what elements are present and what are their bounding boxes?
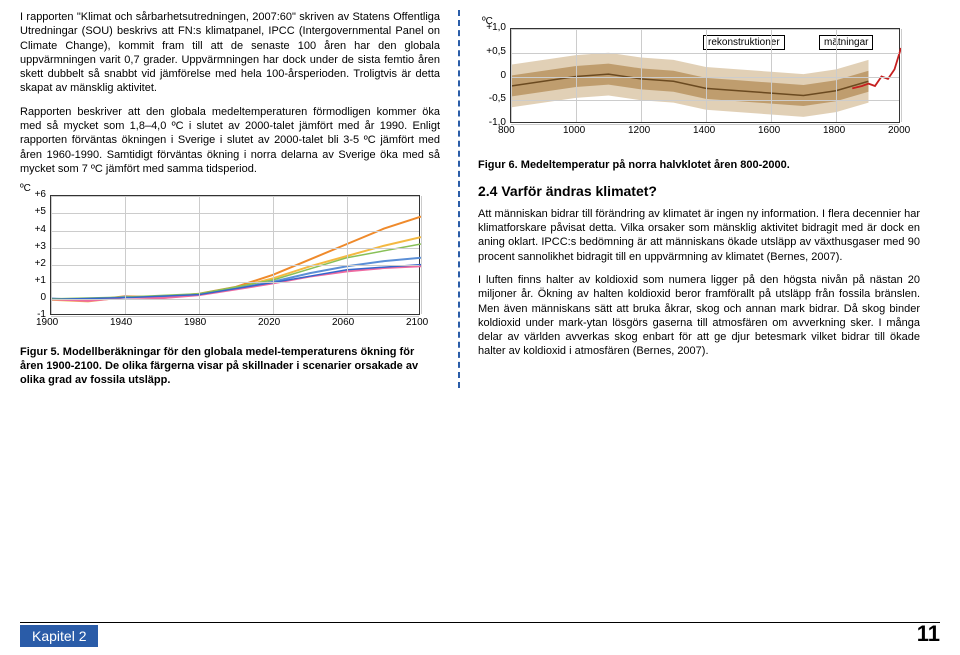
fig6-xtick: 1600 xyxy=(758,125,780,136)
fig6-ytick: 0 xyxy=(478,70,506,81)
fig5-xtick: 2060 xyxy=(332,317,354,328)
page-number: 11 xyxy=(917,621,940,647)
fig5-ytick: +5 xyxy=(20,206,46,217)
fig6-xtick: 1400 xyxy=(693,125,715,136)
fig5-xtick: 2020 xyxy=(258,317,280,328)
legend-obs: mätningar xyxy=(819,35,873,50)
chapter-tab: Kapitel 2 xyxy=(20,625,98,647)
fig5-xtick: 2100 xyxy=(406,317,428,328)
right-column: ºC rekonstruktioner mätningar -1,0-0,50+… xyxy=(460,10,920,388)
para-right-2: I luften finns halter av koldioxid som n… xyxy=(478,273,920,359)
figure-6-caption: Figur 6. Medeltemperatur på norra halvkl… xyxy=(478,159,920,173)
fig6-grid: rekonstruktioner mätningar xyxy=(510,28,900,123)
fig5-ytick: 0 xyxy=(20,292,46,303)
fig6-ytick: -0,5 xyxy=(478,93,506,104)
fig5-ytick: +1 xyxy=(20,275,46,286)
para-right-1: Att människan bidrar till förändring av … xyxy=(478,207,920,264)
fig5-xtick: 1900 xyxy=(36,317,58,328)
fig6-xtick: 800 xyxy=(498,125,515,136)
fig6-xtick: 1200 xyxy=(628,125,650,136)
fig5-xtick: 1980 xyxy=(184,317,206,328)
fig6-xtick: 1000 xyxy=(563,125,585,136)
para-left-2: Rapporten beskriver att den globala mede… xyxy=(20,105,440,176)
fig5-ytick: +6 xyxy=(20,189,46,200)
figure-5-caption: Figur 5. Modellberäkningar för den globa… xyxy=(20,346,440,387)
fig5-grid xyxy=(50,195,420,315)
figure-6-chart: ºC rekonstruktioner mätningar -1,0-0,50+… xyxy=(478,18,908,153)
section-2-4-heading: 2.4 Varför ändras klimatet? xyxy=(478,183,920,199)
left-column: I rapporten "Klimat och sårbarhetsutredn… xyxy=(20,10,460,388)
fig6-ytick: +0,5 xyxy=(478,46,506,57)
fig5-ytick: +2 xyxy=(20,258,46,269)
fig6-xtick: 2000 xyxy=(888,125,910,136)
page-footer: Kapitel 2 11 xyxy=(20,621,940,647)
fig5-ytick: +3 xyxy=(20,241,46,252)
fig6-xtick: 1800 xyxy=(823,125,845,136)
fig5-ytick: +4 xyxy=(20,224,46,235)
fig5-xtick: 1940 xyxy=(110,317,132,328)
figure-5-chart: ºC -10+1+2+3+4+5+61900194019802020206021… xyxy=(20,185,430,340)
legend-recon: rekonstruktioner xyxy=(703,35,785,50)
para-left-1: I rapporten "Klimat och sårbarhetsutredn… xyxy=(20,10,440,96)
fig6-ytick: +1,0 xyxy=(478,22,506,33)
